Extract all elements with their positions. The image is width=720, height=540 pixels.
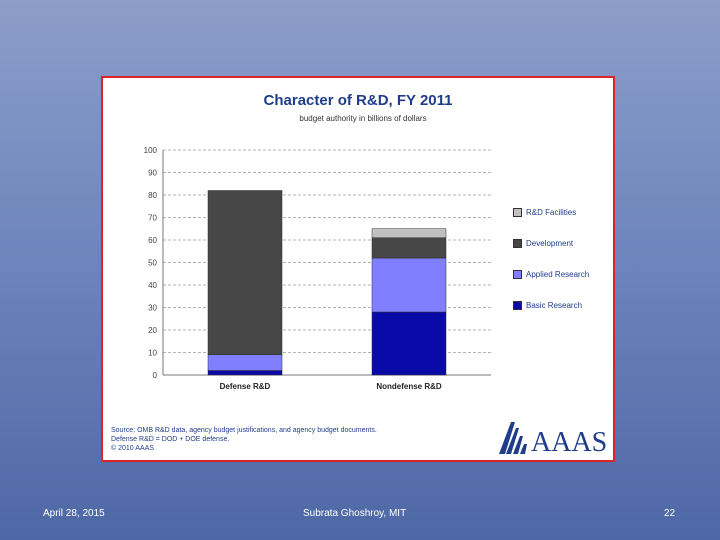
legend-item: Basic Research [513, 301, 582, 310]
x-category-label: Nondefense R&D [376, 382, 442, 391]
legend-label: Applied Research [526, 270, 590, 279]
legend-item: R&D Facilities [513, 208, 576, 217]
bar-segment [207, 190, 283, 355]
footer-date: April 28, 2015 [43, 508, 105, 519]
legend-swatch [513, 208, 522, 217]
aaas-logo: AAAS [499, 422, 607, 456]
legend-swatch [513, 270, 522, 279]
y-tick-label: 40 [148, 281, 157, 290]
y-tick-label: 80 [148, 191, 157, 200]
bar-segment [371, 257, 447, 313]
logo-mark-icon [499, 422, 527, 454]
y-tick-label: 30 [148, 304, 157, 313]
chart-frame: Character of R&D, FY 2011 budget authori… [101, 76, 615, 462]
legend-item: Development [513, 239, 573, 248]
chart-subtitle: budget authority in billions of dollars [299, 114, 427, 123]
bar-segment [371, 228, 447, 238]
bar-segment [371, 237, 447, 259]
y-tick-label: 90 [148, 169, 157, 178]
source-line: Defense R&D = DOD + DOE defense. [111, 436, 230, 443]
y-tick-label: 50 [148, 259, 157, 268]
legend-swatch [513, 301, 522, 310]
bar-segment [371, 311, 447, 376]
source-line: Source: OMB R&D data, agency budget just… [111, 427, 377, 434]
bar-segment [207, 370, 283, 376]
legend-swatch [513, 239, 522, 248]
x-category-label: Defense R&D [220, 382, 271, 391]
legend-item: Applied Research [513, 270, 589, 279]
source-line: © 2010 AAAS [111, 445, 154, 452]
chart-title: Character of R&D, FY 2011 [263, 92, 453, 109]
logo-text: AAAS [531, 427, 607, 456]
y-tick-label: 70 [148, 214, 157, 223]
y-tick-label: 60 [148, 236, 157, 245]
y-tick-label: 0 [153, 371, 158, 380]
bar-segment [207, 354, 283, 371]
y-tick-label: 10 [148, 349, 157, 358]
footer-author: Subrata Ghoshroy, MIT [303, 508, 407, 519]
legend-label: R&D Facilities [526, 208, 577, 217]
legend-label: Basic Research [526, 301, 583, 310]
y-tick-label: 20 [148, 326, 157, 335]
y-tick-label: 100 [144, 146, 158, 155]
page-number: 22 [664, 508, 676, 519]
plot-area: 0 10 20 30 40 50 60 70 80 90 100 Defense R&D Nondefe… [144, 146, 491, 391]
source-note: Source: OMB R&D data, agency budget just… [111, 426, 501, 453]
legend-label: Development [526, 239, 574, 248]
